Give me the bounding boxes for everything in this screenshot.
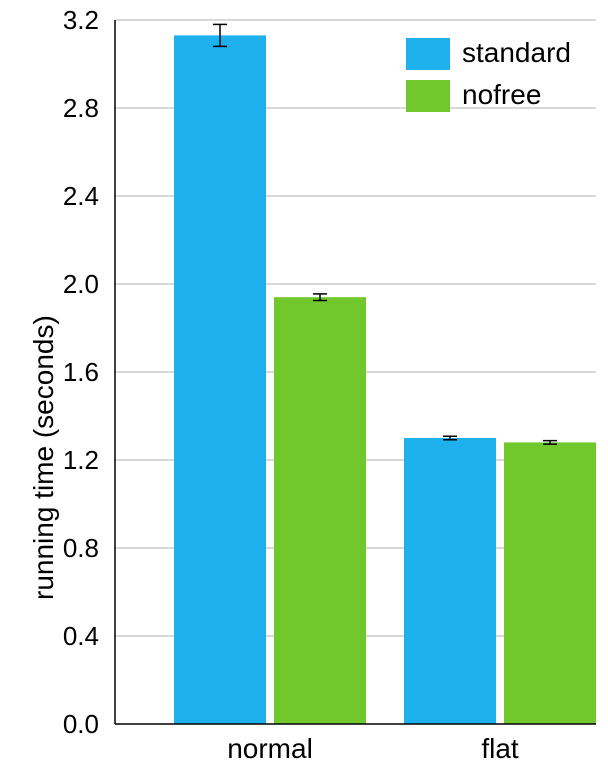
y-axis-label: running time (seconds) [28, 315, 60, 600]
running-time-bar-chart: 0.0 0.4 0.8 1.2 1.6 2.0 2.4 2.8 3.2 normal flat sta… [0, 0, 608, 784]
legend-label-standard: standard [462, 37, 571, 68]
y-tick-label: 1.2 [63, 445, 99, 475]
y-tick-label: 0.4 [63, 621, 99, 651]
x-category-label: normal [227, 733, 313, 764]
y-tick-label: 3.2 [63, 5, 99, 35]
y-tick-label: 0.0 [63, 709, 99, 739]
legend-label-nofree: nofree [462, 79, 541, 110]
y-tick-label: 0.8 [63, 533, 99, 563]
legend-swatch-standard [406, 38, 450, 70]
chart-svg: 0.0 0.4 0.8 1.2 1.6 2.0 2.4 2.8 3.2 normal flat sta… [0, 0, 608, 784]
y-tick-label: 1.6 [63, 357, 99, 387]
y-tick-label: 2.4 [63, 181, 99, 211]
bar-normal-nofree [274, 297, 366, 724]
y-tick-label: 2.8 [63, 93, 99, 123]
bar-flat-nofree [504, 442, 596, 724]
y-tick-label: 2.0 [63, 269, 99, 299]
bar-flat-standard [404, 438, 496, 724]
legend-swatch-nofree [406, 80, 450, 112]
bar-normal-standard [174, 35, 266, 724]
x-category-label: flat [481, 733, 519, 764]
